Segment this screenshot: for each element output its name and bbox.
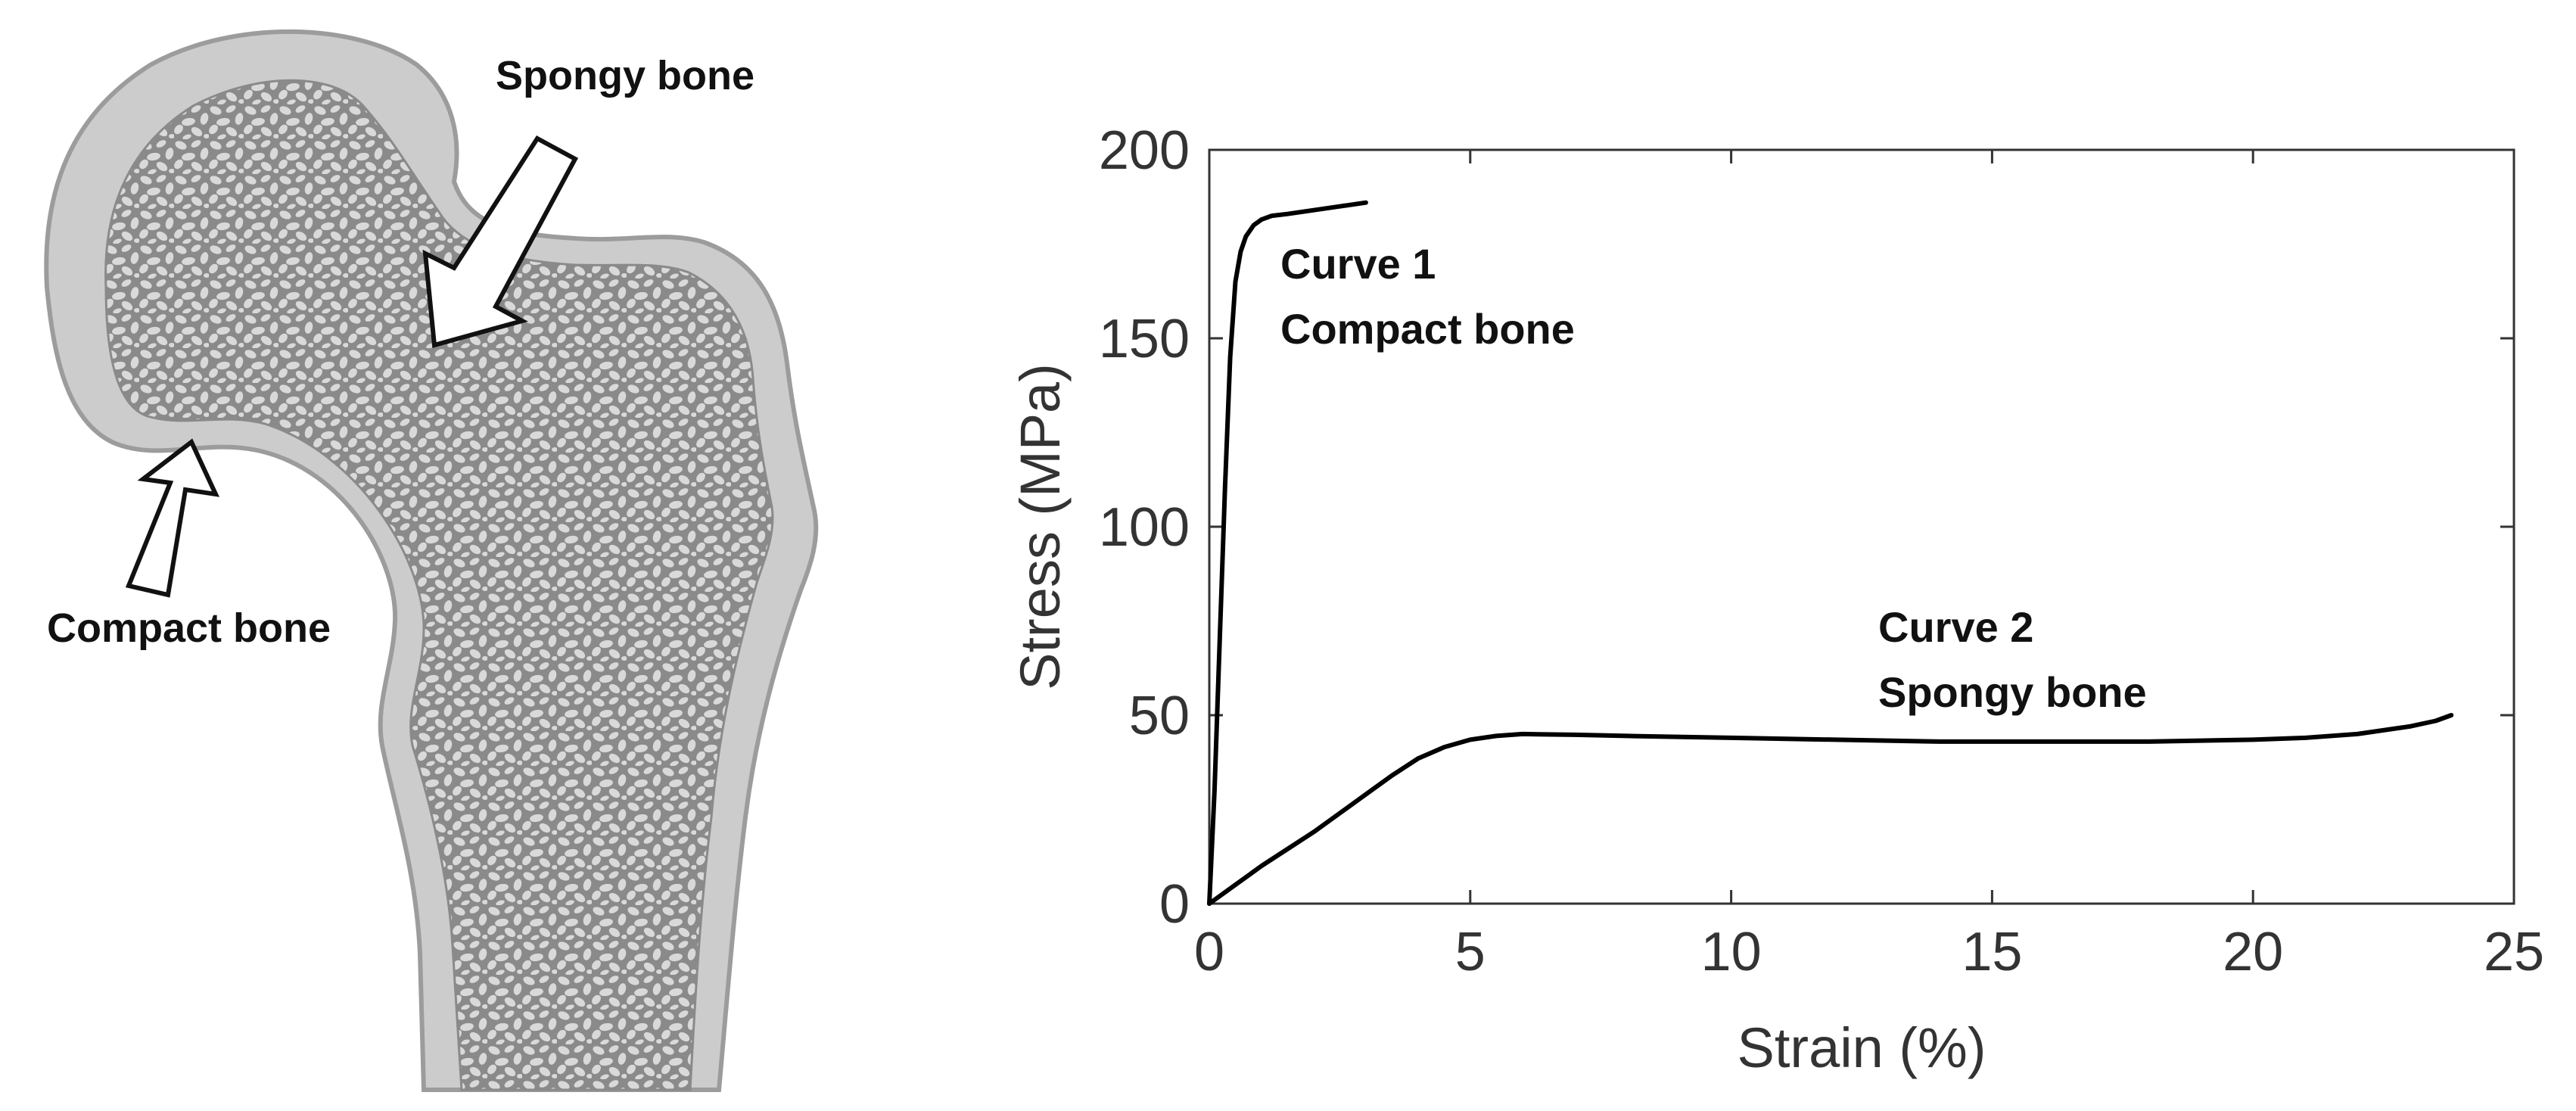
curve-2-line xyxy=(1207,713,2454,906)
compact-bone-arrow xyxy=(125,438,220,598)
x-tick-label: 10 xyxy=(1701,922,1762,982)
x-tick-label: 5 xyxy=(1455,922,1486,982)
x-tick-label: 15 xyxy=(1962,922,2022,982)
curve-1-annotation: Compact bone xyxy=(1280,305,1575,353)
y-axis: 0 50 100 150 200 xyxy=(1099,120,2514,935)
x-tick-label: 0 xyxy=(1194,922,1224,982)
y-tick-label: 100 xyxy=(1099,497,1190,558)
curve-2-annotation: Curve 2 xyxy=(1878,603,2033,651)
y-tick-label: 150 xyxy=(1099,309,1190,369)
spongy-bone-label: Spongy bone xyxy=(496,53,754,98)
y-tick-label: 200 xyxy=(1099,120,1190,181)
curve-annotations: Curve 1 Compact bone Curve 2 Spongy bone xyxy=(1280,240,2147,716)
y-tick-label: 50 xyxy=(1129,686,1190,746)
spongy-bone-arrow xyxy=(422,135,579,348)
x-axis: 0 5 10 15 20 25 xyxy=(1194,150,2544,982)
curve-1-line xyxy=(1207,200,1368,906)
femur-illustration: Spongy bone Compact bone xyxy=(44,29,819,1092)
spongy-bone-interior xyxy=(104,79,774,1091)
curve-1-annotation: Curve 1 xyxy=(1280,240,1436,288)
x-axis-title: Strain (%) xyxy=(1738,1016,1986,1079)
data-curves xyxy=(1207,200,2454,906)
x-tick-label: 20 xyxy=(2223,922,2283,982)
stress-strain-chart: 0 5 10 15 20 25 0 50 100 150 200 Curve 1 Compact b… xyxy=(1009,120,2544,1079)
compact-bone-label: Compact bone xyxy=(47,605,331,651)
y-axis-title: Stress (MPa) xyxy=(1009,363,1072,690)
plot-frame xyxy=(1208,148,2515,905)
curve-2-annotation: Spongy bone xyxy=(1878,668,2147,716)
y-tick-label: 0 xyxy=(1159,874,1190,935)
x-tick-label: 25 xyxy=(2484,922,2544,982)
